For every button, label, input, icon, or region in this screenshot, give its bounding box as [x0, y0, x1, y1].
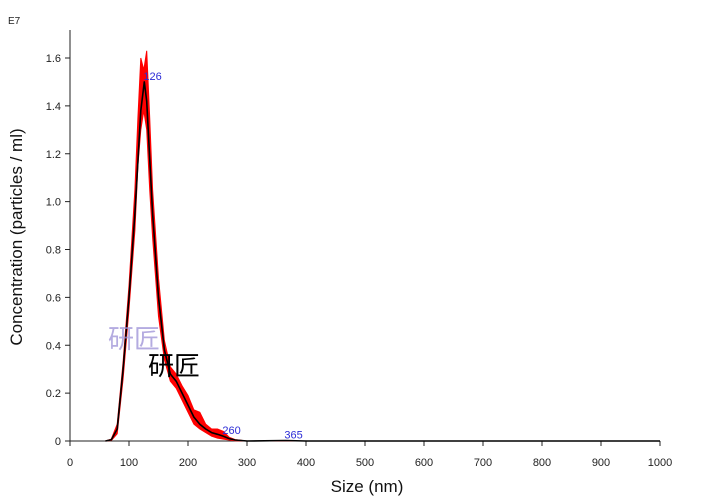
mean-concentration-line [105, 81, 660, 442]
x-tick-label: 1000 [648, 457, 672, 469]
peak-label: 260 [222, 425, 240, 437]
watermark-faint: 研匠 [108, 325, 160, 355]
x-tick-label: 0 [67, 457, 73, 469]
y-tick-label: 0.6 [46, 292, 61, 304]
peak-label: 126 [143, 71, 161, 83]
x-tick-label: 200 [179, 457, 197, 469]
y-tick-label: 1.6 [46, 53, 61, 65]
peak-annotation-layer: 126 260 365 [143, 71, 302, 442]
y-axis-multiplier: E7 [8, 16, 21, 27]
x-tick-label: 300 [238, 457, 256, 469]
y-axis-title: Concentration (particles / ml) [7, 128, 26, 345]
y-tick-label: 0.2 [46, 388, 61, 400]
x-tick-label: 800 [533, 457, 551, 469]
x-tick-label: 600 [415, 457, 433, 469]
axis-ticks: 0 100 200 300 400 500 600 700 800 900 1000 0 0.2 0.4 0… [46, 53, 673, 469]
y-tick-label: 0 [55, 436, 61, 448]
y-tick-label: 1.0 [46, 197, 61, 209]
x-tick-label: 500 [356, 457, 374, 469]
peak-label: 365 [284, 430, 302, 442]
error-band-layer [105, 50, 660, 442]
error-band [105, 50, 660, 442]
mean-line-layer [105, 81, 660, 442]
x-tick-label: 400 [297, 457, 315, 469]
x-tick-label: 700 [474, 457, 492, 469]
x-tick-label: 900 [592, 457, 610, 469]
y-tick-label: 0.4 [46, 340, 61, 352]
x-tick-label: 100 [120, 457, 138, 469]
y-tick-label: 0.8 [46, 245, 61, 257]
y-tick-label: 1.2 [46, 149, 61, 161]
watermark-dark: 研匠 [148, 352, 200, 382]
x-axis-title: Size (nm) [331, 477, 404, 496]
y-tick-label: 1.4 [46, 101, 61, 113]
